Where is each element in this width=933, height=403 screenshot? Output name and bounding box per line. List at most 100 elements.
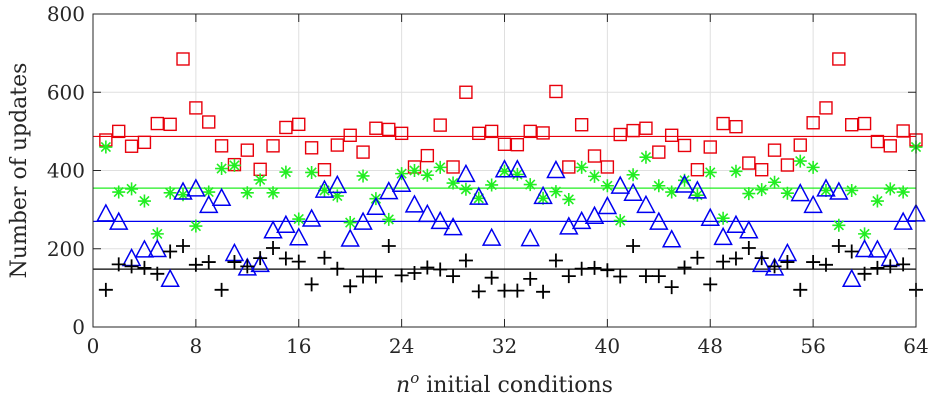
asterisk-marker <box>510 167 524 181</box>
plus-marker <box>266 240 281 255</box>
asterisk-marker <box>279 165 293 179</box>
triangle-marker <box>841 268 862 288</box>
triangle-marker <box>314 179 335 198</box>
square-marker <box>382 122 396 137</box>
asterisk-marker <box>665 185 679 199</box>
square-marker <box>330 138 345 152</box>
plus-marker <box>98 282 113 297</box>
triangle-marker <box>726 214 746 234</box>
asterisk-marker <box>652 179 666 193</box>
asterisk-marker <box>292 212 306 226</box>
square-marker <box>150 116 164 131</box>
asterisk-marker <box>588 169 602 183</box>
asterisk-marker <box>883 182 897 196</box>
plus-marker <box>844 244 859 259</box>
square-marker <box>626 123 640 138</box>
x-axis-label-superscript: o <box>410 369 419 387</box>
triangle-marker <box>597 195 618 215</box>
plus-marker <box>600 263 615 278</box>
triangle-marker <box>867 239 888 258</box>
plus-marker <box>291 254 306 269</box>
plus-marker <box>343 279 358 294</box>
asterisk-marker <box>433 160 447 174</box>
triangle-marker <box>739 220 759 239</box>
plus-marker <box>240 259 255 274</box>
plus-marker <box>188 257 203 272</box>
square-marker <box>369 121 383 135</box>
asterisk-marker <box>163 186 177 200</box>
asterisk-marker <box>845 183 859 197</box>
asterisk-marker <box>755 183 769 197</box>
asterisk-marker <box>317 183 331 197</box>
plus-marker <box>446 269 461 284</box>
plus-marker <box>638 269 653 284</box>
plus-marker <box>690 250 705 265</box>
triangle-marker <box>430 210 450 230</box>
square-marker <box>317 163 332 177</box>
x-tick-label: 16 <box>286 334 311 358</box>
asterisk-marker <box>536 191 550 205</box>
y-tick-label: 600 <box>47 80 85 104</box>
asterisk-marker <box>382 212 396 226</box>
asterisk-marker <box>446 176 460 190</box>
square-marker <box>279 120 293 135</box>
square-marker <box>163 117 177 132</box>
square-marker <box>780 158 795 172</box>
triangle-marker <box>173 181 193 200</box>
plus-marker <box>536 284 551 299</box>
plus-marker <box>831 239 846 254</box>
plus-marker <box>176 239 191 254</box>
square-marker <box>716 116 730 131</box>
triangle-marker <box>134 239 155 258</box>
triangle-marker <box>700 207 720 226</box>
asterisk-marker <box>420 168 434 182</box>
square-marker <box>806 116 820 130</box>
square-marker <box>845 118 859 132</box>
asterisk-marker <box>343 216 357 230</box>
plus-marker <box>754 251 769 266</box>
asterisk-marker <box>253 173 267 187</box>
triangle-marker <box>623 182 643 201</box>
square-marker <box>189 101 203 115</box>
asterisk-marker <box>356 169 370 183</box>
square-marker <box>240 143 255 157</box>
plus-marker <box>394 268 409 283</box>
triangle-marker <box>546 159 566 179</box>
plus-marker <box>728 251 743 266</box>
x-tick-label: 64 <box>903 334 928 358</box>
plus-marker <box>677 260 692 275</box>
triangle-marker <box>533 185 553 205</box>
asterisk-marker <box>575 160 589 174</box>
triangle-marker <box>610 175 630 194</box>
plus-marker <box>613 269 628 284</box>
asterisk-marker <box>459 182 473 196</box>
square-marker <box>510 137 525 152</box>
axis-ticks: 0 8 16 24 32 40 48 56 64 0 200 400 600 800 <box>47 2 929 358</box>
square-marker <box>420 148 435 163</box>
plus-marker <box>330 261 345 276</box>
triangle-marker <box>803 194 823 214</box>
asterisk-marker <box>176 188 190 202</box>
triangle-marker <box>494 159 515 178</box>
triangle-marker <box>661 229 682 248</box>
square-marker <box>652 145 666 159</box>
plus-marker <box>793 282 808 297</box>
square-marker <box>214 139 229 153</box>
square-marker <box>767 143 782 157</box>
data-markers <box>96 52 926 299</box>
plus-marker <box>420 260 435 275</box>
triangle-marker <box>327 174 348 194</box>
square-marker <box>613 127 627 142</box>
asterisk-marker <box>215 162 229 176</box>
square-marker <box>304 141 319 155</box>
triangle-marker <box>391 173 412 192</box>
triangle-marker <box>481 227 502 246</box>
y-tick-label: 800 <box>47 2 85 26</box>
mean-lines <box>93 135 916 270</box>
square-marker <box>639 121 653 135</box>
x-tick-label: 56 <box>800 334 825 358</box>
square-marker <box>356 145 370 159</box>
triangle-marker <box>417 203 438 223</box>
asterisk-marker <box>613 214 627 228</box>
triangle-marker <box>816 178 836 197</box>
